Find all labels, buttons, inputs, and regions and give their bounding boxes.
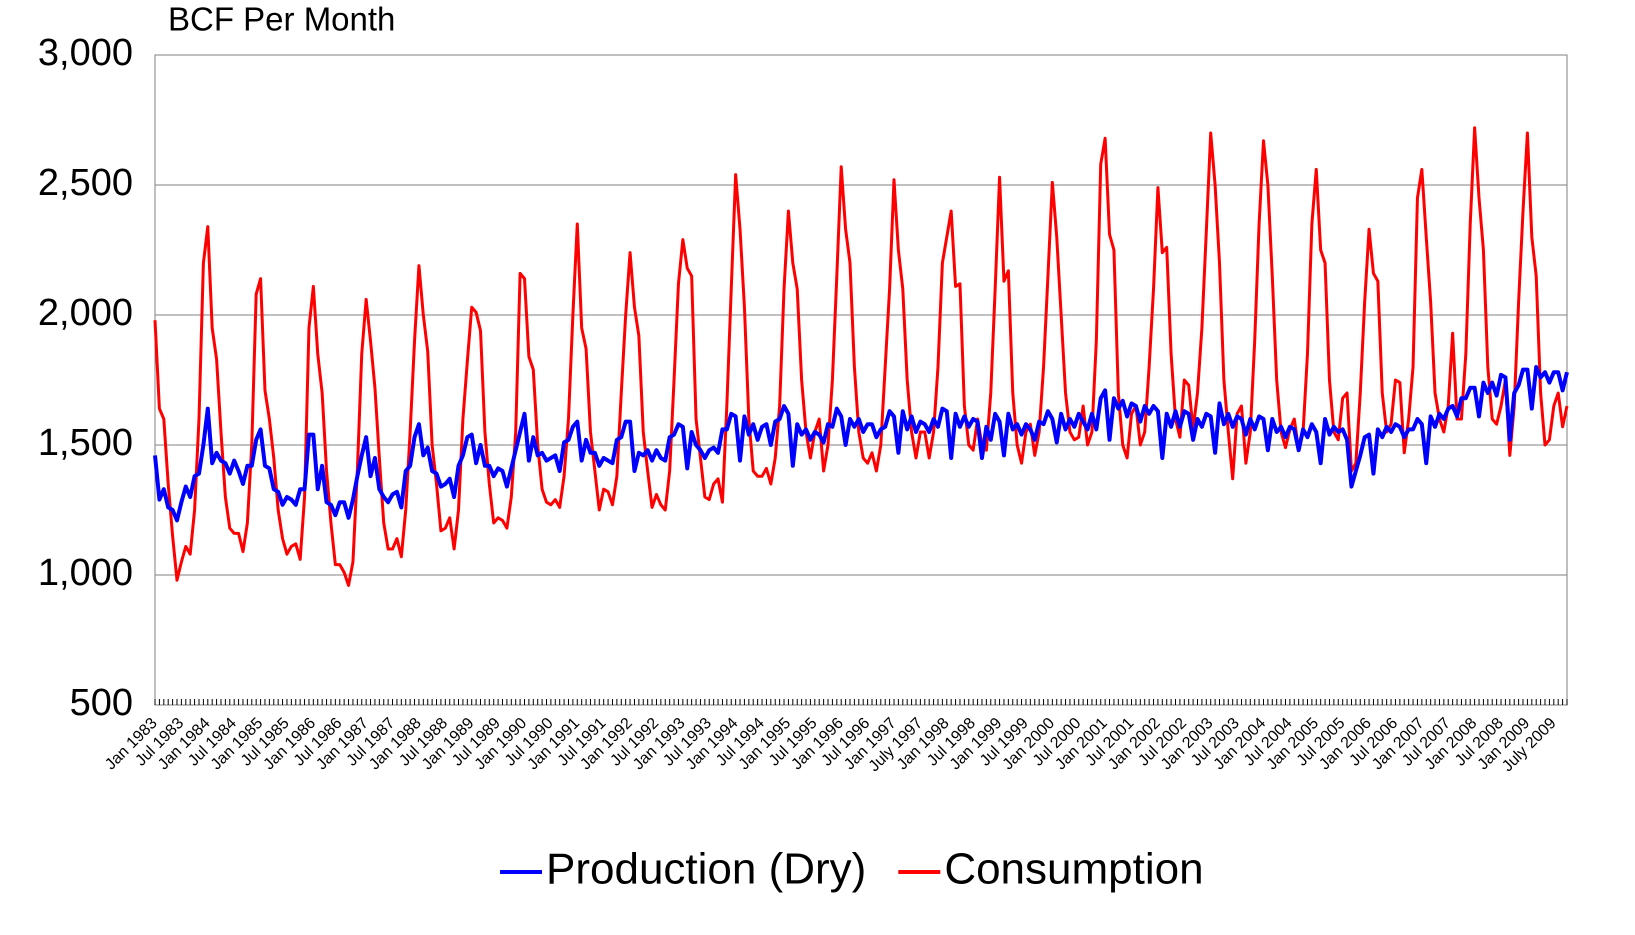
plot-frame xyxy=(154,54,1568,706)
legend: Production (Dry) Consumption xyxy=(500,845,1204,894)
y-tick-label: 1,500 xyxy=(38,422,133,464)
y-tick-label: 500 xyxy=(70,682,133,724)
y-tick-label: 3,000 xyxy=(38,32,133,74)
y-tick-label: 2,000 xyxy=(38,292,133,334)
chart-title: BCF Per Month xyxy=(168,1,395,38)
legend-label: Production (Dry) xyxy=(546,845,866,894)
series-line xyxy=(153,365,1569,523)
legend-label: Consumption xyxy=(944,845,1203,894)
series-line xyxy=(153,126,1569,587)
y-tick-label: 1,000 xyxy=(38,552,133,594)
y-tick-label: 2,500 xyxy=(38,162,133,204)
